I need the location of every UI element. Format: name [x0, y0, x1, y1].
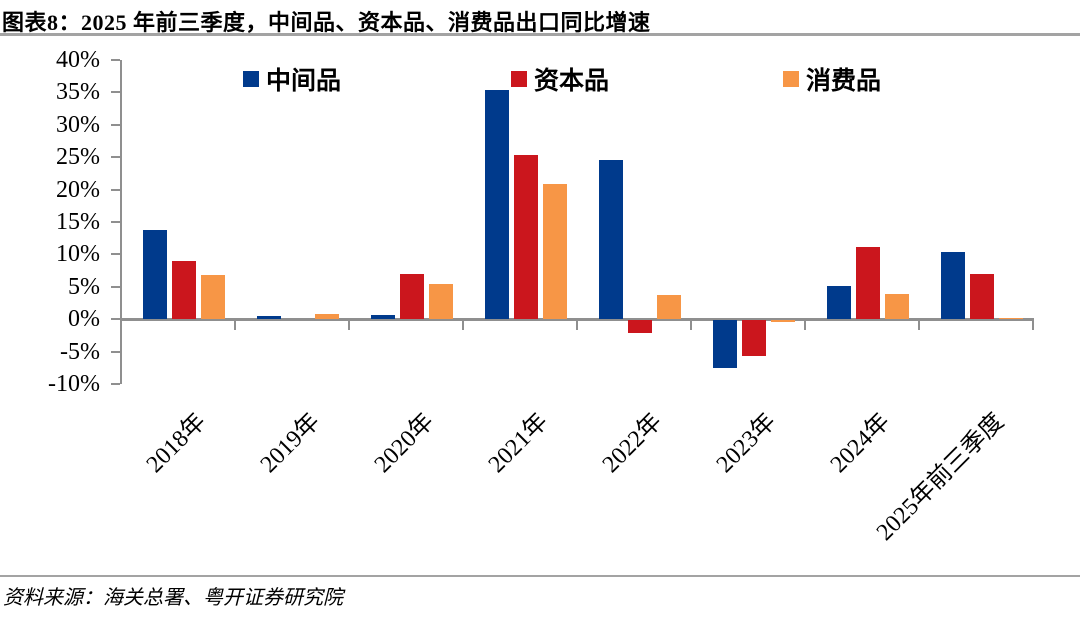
- bar-消费品-2025年前三季度: [999, 317, 1023, 320]
- y-axis-tick: [111, 188, 120, 191]
- y-axis-tick-label: 25%: [56, 144, 100, 171]
- x-axis-label: 2024年: [825, 408, 896, 478]
- x-axis-tick: [1032, 319, 1034, 331]
- legend-label-capital: 资本品: [534, 68, 610, 95]
- y-axis-tick: [111, 253, 120, 256]
- x-axis-line: [122, 318, 1034, 322]
- y-axis-tick-label: 15%: [56, 209, 100, 235]
- x-axis-tick: [918, 319, 920, 331]
- y-axis-tick-label: 5%: [68, 273, 100, 300]
- y-axis-tick: [111, 318, 120, 321]
- y-axis-tick: [111, 59, 120, 61]
- bar-中间品-2023年: [713, 320, 737, 369]
- x-axis-label: 2022年: [597, 408, 668, 478]
- bar-中间品-2020年: [371, 314, 395, 320]
- bar-资本品-2021年: [514, 154, 538, 320]
- y-axis-tick-label: 10%: [56, 241, 100, 268]
- bar-中间品-2019年: [257, 315, 281, 320]
- y-axis-tick-label: -5%: [60, 338, 100, 365]
- bar-中间品-2025年前三季度: [941, 252, 965, 320]
- footer-divider: [0, 575, 1080, 577]
- y-axis-tick-label: 30%: [56, 111, 100, 138]
- bar-消费品-2021年: [543, 184, 567, 320]
- bar-中间品-2022年: [599, 159, 623, 320]
- x-axis-tick: [804, 319, 806, 331]
- bar-消费品-2022年: [657, 295, 681, 320]
- legend-swatch-red-icon: [511, 71, 527, 87]
- legend-label-consumer: 消费品: [806, 68, 882, 95]
- bar-中间品-2021年: [485, 90, 509, 320]
- legend-item-intermediate: 中间品: [243, 61, 341, 97]
- bar-资本品-2025年前三季度: [970, 274, 994, 320]
- bar-资本品-2024年: [856, 247, 880, 320]
- y-axis-tick: [111, 350, 120, 353]
- bar-中间品-2024年: [827, 286, 851, 320]
- title-divider: [0, 33, 1080, 36]
- bar-消费品-2023年: [771, 320, 795, 323]
- y-axis-tick: [111, 285, 120, 288]
- bar-消费品-2024年: [885, 293, 909, 320]
- legend-swatch-blue-icon: [243, 71, 259, 87]
- legend-swatch-orange-icon: [783, 71, 799, 87]
- x-axis-label: 2021年: [483, 408, 554, 478]
- legend-label-intermediate: 中间品: [266, 68, 342, 95]
- y-axis-line: [120, 60, 122, 384]
- y-axis-tick-label: 35%: [56, 79, 100, 106]
- bar-消费品-2018年: [201, 275, 225, 320]
- x-axis-label: 2018年: [141, 408, 212, 478]
- y-axis-tick: [111, 123, 120, 126]
- y-axis-tick: [111, 383, 120, 385]
- bar-资本品-2018年: [172, 260, 196, 320]
- x-axis-tick: [234, 319, 236, 331]
- bar-中间品-2018年: [143, 229, 167, 320]
- y-axis-tick-label: 20%: [56, 176, 100, 203]
- bar-消费品-2019年: [315, 314, 339, 320]
- legend-item-consumer: 消费品: [783, 61, 881, 97]
- y-axis-tick-label: -10%: [48, 371, 100, 397]
- x-axis-tick: [690, 319, 692, 331]
- y-axis-tick: [111, 156, 120, 159]
- y-axis-tick-label: 40%: [56, 47, 100, 73]
- x-axis-label: 2019年: [255, 408, 326, 478]
- bar-消费品-2020年: [429, 283, 453, 320]
- bar-资本品-2023年: [742, 320, 766, 356]
- y-axis-tick-label: 0%: [68, 306, 100, 333]
- source-note: 资料来源：海关总署、粤开证券研究院: [3, 587, 343, 609]
- y-axis-tick: [111, 221, 120, 223]
- x-axis-tick: [576, 319, 578, 331]
- figure-title: 图表8：2025 年前三季度，中间品、资本品、消费品出口同比增速: [2, 10, 651, 35]
- y-axis-tick: [111, 91, 120, 94]
- x-axis-label: 2023年: [711, 408, 782, 478]
- x-axis-label: 2020年: [369, 408, 440, 478]
- legend-item-capital: 资本品: [511, 61, 609, 97]
- x-axis-tick: [462, 319, 464, 331]
- bar-资本品-2022年: [628, 320, 652, 334]
- bar-资本品-2020年: [400, 273, 424, 320]
- x-axis-tick: [348, 319, 350, 331]
